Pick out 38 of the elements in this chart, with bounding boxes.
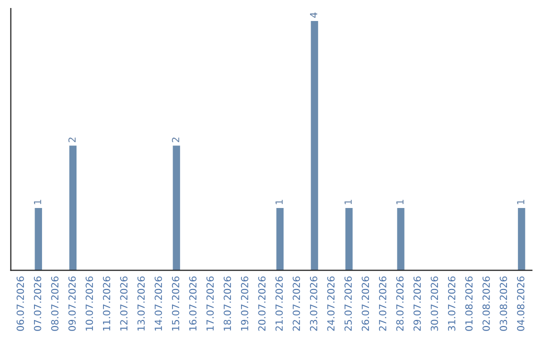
data-label: 1 [276, 200, 283, 204]
x-tick-label: 03.08.2026 [500, 276, 508, 331]
x-tick-label: 14.07.2026 [154, 276, 162, 330]
x-tick-label: 30.07.2026 [430, 276, 438, 331]
x-tick-label: 04.08.2026 [517, 276, 524, 331]
x-tick-label: 29.07.2026 [413, 276, 421, 331]
x-tick-label: 07.07.2026 [34, 276, 42, 331]
data-label: 1 [34, 200, 42, 204]
data-label: 2 [68, 138, 76, 142]
x-tick-label: 23.07.2026 [310, 276, 318, 331]
x-tick-label: 26.07.2026 [362, 276, 370, 331]
data-label: 1 [396, 200, 404, 204]
data-label: 2 [172, 138, 180, 142]
x-tick-label: 17.07.2026 [206, 276, 214, 330]
x-tick-label: 28.07.2026 [396, 276, 404, 331]
x-tick-label: 31.07.2026 [448, 276, 456, 331]
x-tick-label: 16.07.2026 [189, 276, 197, 330]
x-tick-label: 15.07.2026 [172, 276, 180, 330]
x-tick-label: 13.07.2026 [137, 276, 145, 330]
x-tick-label: 12.07.2026 [120, 276, 128, 330]
x-tick-label: 18.07.2026 [224, 276, 232, 330]
x-tick-label: 21.07.2026 [275, 276, 283, 331]
x-tick-label: 01.08.2026 [465, 276, 473, 331]
x-tick-label: 24.07.2026 [327, 276, 335, 331]
x-tick-label: 11.07.2026 [102, 276, 110, 330]
x-tick-label: 09.07.2026 [68, 276, 76, 331]
x-tick-label: 08.07.2026 [51, 276, 58, 331]
x-tick-label: 19.07.2026 [240, 276, 248, 330]
x-tick-label: 27.07.2026 [378, 276, 386, 331]
x-tick-label: 10.07.2026 [86, 276, 93, 330]
x-tick-label: 22.07.2026 [292, 276, 300, 331]
data-label: 4 [310, 12, 318, 18]
x-tick-label: 02.08.2026 [482, 276, 490, 331]
x-tick-label: 06.07.2026 [16, 276, 24, 331]
data-label: 1 [344, 200, 352, 204]
x-tick-label: 25.07.2026 [344, 276, 352, 331]
x-tick-label: 20.07.2026 [258, 276, 266, 331]
data-label: 1 [517, 200, 524, 204]
